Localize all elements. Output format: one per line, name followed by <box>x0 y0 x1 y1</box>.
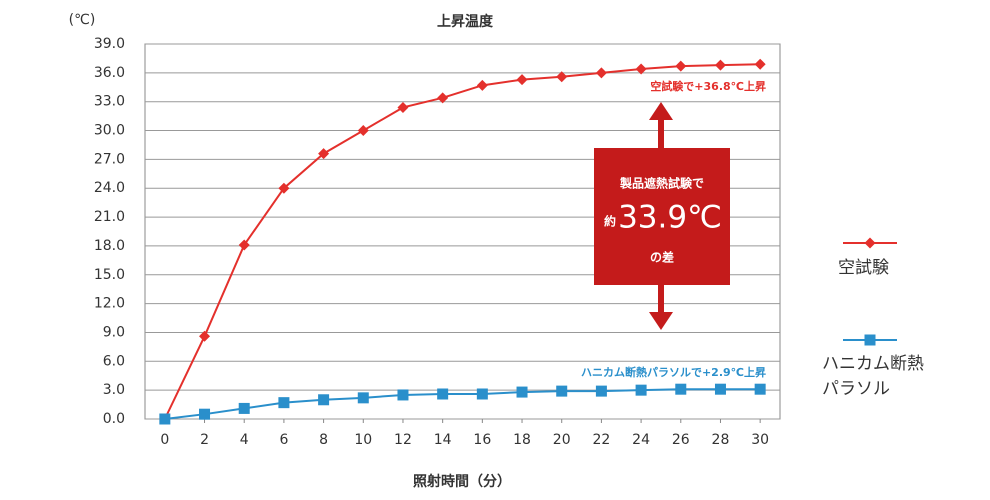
y-tick-label: 12.0 <box>94 296 125 312</box>
marker <box>159 413 171 425</box>
marker <box>278 182 290 194</box>
box-text: 約 <box>604 214 616 229</box>
box-text: の差 <box>650 250 674 265</box>
y-tick-label: 27.0 <box>94 151 125 167</box>
x-tick-label: 14 <box>434 432 452 448</box>
marker <box>595 385 607 397</box>
y-tick-label: 39.0 <box>94 36 125 52</box>
x-axis-label: 照射時間（分） <box>413 473 511 490</box>
y-tick-label: 30.0 <box>94 123 125 139</box>
y-tick-label: 3.0 <box>103 382 125 398</box>
legend-label: 空試験 <box>838 258 889 278</box>
arrow-head <box>649 312 673 330</box>
marker <box>516 386 528 398</box>
annotation: ハニカム断熱パラソルで+2.9℃上昇 <box>581 365 766 379</box>
marker <box>476 79 488 91</box>
x-tick-label: 30 <box>751 432 769 448</box>
marker <box>675 383 687 395</box>
marker <box>635 384 647 396</box>
x-tick-label: 20 <box>553 432 571 448</box>
marker <box>437 92 449 104</box>
marker <box>397 101 409 113</box>
marker <box>238 239 250 251</box>
x-tick-label: 18 <box>513 432 531 448</box>
marker <box>714 383 726 395</box>
marker <box>476 388 488 400</box>
y-tick-label: 33.0 <box>94 94 125 110</box>
x-tick-label: 24 <box>632 432 650 448</box>
marker <box>199 408 211 420</box>
marker <box>318 148 330 160</box>
marker <box>714 59 726 71</box>
x-tick-label: 4 <box>240 432 249 448</box>
x-tick-label: 26 <box>672 432 690 448</box>
x-tick-label: 10 <box>354 432 372 448</box>
x-tick-label: 0 <box>160 432 169 448</box>
y-tick-label: 6.0 <box>103 353 125 369</box>
x-tick-label: 8 <box>319 432 328 448</box>
x-tick-label: 12 <box>394 432 412 448</box>
difference-box <box>594 148 730 285</box>
y-tick-label: 15.0 <box>94 267 125 283</box>
y-tick-label: 0.0 <box>103 411 125 427</box>
marker <box>238 402 250 414</box>
chart-title: 上昇温度 <box>437 13 494 30</box>
legend-marker <box>864 237 876 249</box>
arrow-head <box>649 102 673 120</box>
y-tick-label: 21.0 <box>94 209 125 225</box>
marker <box>357 392 369 404</box>
x-tick-label: 2 <box>200 432 209 448</box>
marker <box>437 388 449 400</box>
box-value: 33.9℃ <box>618 200 722 236</box>
y-tick-label: 24.0 <box>94 180 125 196</box>
marker <box>675 60 687 72</box>
x-tick-label: 16 <box>473 432 491 448</box>
marker <box>754 58 766 70</box>
series-line <box>164 388 761 420</box>
marker <box>318 394 330 406</box>
marker <box>635 63 647 75</box>
marker <box>199 330 211 342</box>
annotation: 空試験で+36.8℃上昇 <box>650 79 766 93</box>
marker <box>278 397 290 409</box>
box-text: 製品遮熱試験で <box>619 176 704 191</box>
marker <box>556 385 568 397</box>
marker <box>754 383 766 395</box>
marker <box>556 71 568 83</box>
legend-marker <box>864 334 876 346</box>
y-axis-label: (℃) <box>69 12 96 28</box>
x-tick-label: 22 <box>592 432 610 448</box>
marker <box>397 389 409 401</box>
x-tick-label: 28 <box>712 432 730 448</box>
marker <box>357 125 369 137</box>
series-line <box>163 63 761 420</box>
marker <box>595 67 607 79</box>
y-tick-label: 18.0 <box>94 238 125 254</box>
marker <box>516 74 528 86</box>
y-tick-label: 9.0 <box>103 324 125 340</box>
y-tick-label: 36.0 <box>94 65 125 81</box>
x-tick-label: 6 <box>279 432 288 448</box>
legend-label: ハニカム断熱パラソル <box>822 354 924 399</box>
